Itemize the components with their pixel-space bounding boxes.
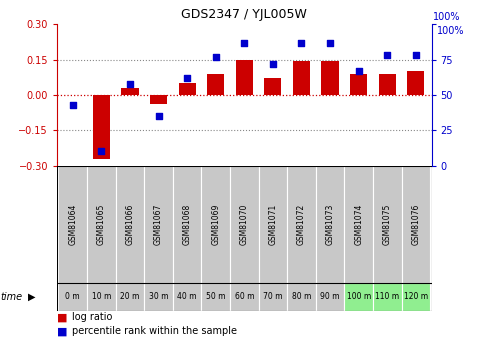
Text: GSM81067: GSM81067 [154,204,163,245]
Point [383,52,391,58]
Bar [144,166,173,283]
Bar [344,283,373,310]
Point [269,61,277,67]
Bar [207,74,224,95]
Text: 10 m: 10 m [92,292,111,301]
Bar [373,166,401,283]
Bar [373,283,401,310]
Bar [293,61,310,95]
Text: log ratio: log ratio [72,313,112,322]
Bar [116,166,144,283]
Bar [350,74,367,95]
Bar [230,166,258,283]
Bar [87,283,116,310]
Bar [287,166,316,283]
Bar [93,95,110,159]
Text: 0 m: 0 m [65,292,80,301]
Bar [87,166,116,283]
Text: GSM81071: GSM81071 [268,204,277,245]
Text: percentile rank within the sample: percentile rank within the sample [72,326,237,336]
Text: ■: ■ [57,326,67,336]
Bar [201,166,230,283]
Bar [316,283,344,310]
Bar [122,88,138,95]
Bar [378,74,396,95]
Bar [401,283,430,310]
Text: ■: ■ [57,313,67,322]
Text: 100 m: 100 m [347,292,371,301]
Point [97,149,105,154]
Bar [59,283,87,310]
Text: 80 m: 80 m [292,292,311,301]
Point [212,54,220,59]
Text: GSM81070: GSM81070 [240,204,249,245]
Bar [258,283,287,310]
Text: 40 m: 40 m [178,292,197,301]
Text: GDS2347 / YJL005W: GDS2347 / YJL005W [182,8,307,21]
Point [155,113,163,119]
Text: GSM81064: GSM81064 [68,204,77,245]
Bar [316,166,344,283]
Bar [236,59,253,95]
Point [298,40,306,45]
Text: 70 m: 70 m [263,292,283,301]
Text: 60 m: 60 m [235,292,254,301]
Bar [150,95,167,104]
Bar [173,166,201,283]
Bar [173,283,201,310]
Point [240,40,248,45]
Text: GSM81075: GSM81075 [383,204,392,245]
Bar [230,283,258,310]
Point [355,68,363,73]
Text: GSM81068: GSM81068 [183,204,191,245]
Text: GSM81072: GSM81072 [297,204,306,245]
Text: 50 m: 50 m [206,292,226,301]
Point [412,52,420,58]
Bar [287,283,316,310]
Text: 30 m: 30 m [149,292,168,301]
Text: GSM81066: GSM81066 [125,204,134,245]
Bar [407,71,425,95]
Point [126,81,134,86]
Bar [201,283,230,310]
Bar [321,61,339,95]
Text: 20 m: 20 m [120,292,139,301]
Text: GSM81069: GSM81069 [211,204,220,245]
Text: 120 m: 120 m [404,292,428,301]
Point [69,102,77,108]
Bar [258,166,287,283]
Text: time: time [0,292,22,302]
Text: GSM81065: GSM81065 [97,204,106,245]
Bar [401,166,430,283]
Text: GSM81076: GSM81076 [411,204,420,245]
Point [326,40,334,45]
Text: GSM81073: GSM81073 [325,204,334,245]
Bar [179,83,196,95]
Bar [344,166,373,283]
Point [183,75,191,81]
Text: 100%: 100% [436,26,464,36]
Text: GSM81074: GSM81074 [354,204,363,245]
Bar [116,283,144,310]
Bar [264,78,281,95]
Text: 100%: 100% [433,12,460,22]
Bar [144,283,173,310]
Text: ▶: ▶ [28,292,36,302]
Bar [59,166,87,283]
Text: 90 m: 90 m [320,292,340,301]
Text: 110 m: 110 m [375,292,399,301]
